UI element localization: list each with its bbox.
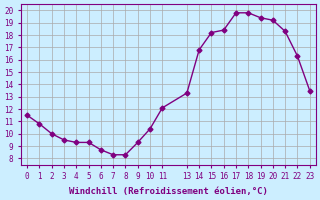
X-axis label: Windchill (Refroidissement éolien,°C): Windchill (Refroidissement éolien,°C) bbox=[69, 187, 268, 196]
